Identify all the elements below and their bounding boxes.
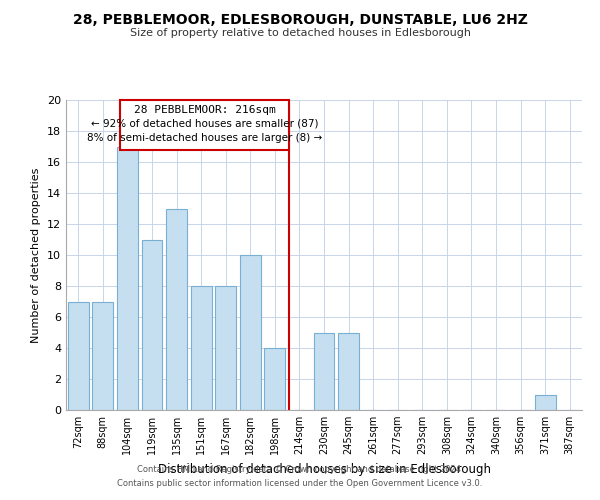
- X-axis label: Distribution of detached houses by size in Edlesborough: Distribution of detached houses by size …: [157, 462, 491, 475]
- Bar: [215, 286, 236, 410]
- Text: Contains HM Land Registry data © Crown copyright and database right 2024.
Contai: Contains HM Land Registry data © Crown c…: [118, 466, 482, 487]
- Bar: [68, 302, 89, 410]
- Bar: [535, 394, 556, 410]
- Bar: [142, 240, 163, 410]
- Bar: [338, 332, 359, 410]
- FancyBboxPatch shape: [120, 100, 289, 150]
- Bar: [191, 286, 212, 410]
- Bar: [265, 348, 286, 410]
- Text: Size of property relative to detached houses in Edlesborough: Size of property relative to detached ho…: [130, 28, 470, 38]
- Bar: [240, 255, 261, 410]
- Text: 28, PEBBLEMOOR, EDLESBOROUGH, DUNSTABLE, LU6 2HZ: 28, PEBBLEMOOR, EDLESBOROUGH, DUNSTABLE,…: [73, 12, 527, 26]
- Bar: [92, 302, 113, 410]
- Text: ← 92% of detached houses are smaller (87): ← 92% of detached houses are smaller (87…: [91, 118, 318, 128]
- Bar: [166, 208, 187, 410]
- Text: 28 PEBBLEMOOR: 216sqm: 28 PEBBLEMOOR: 216sqm: [134, 104, 275, 115]
- Text: 8% of semi-detached houses are larger (8) →: 8% of semi-detached houses are larger (8…: [87, 132, 322, 142]
- Y-axis label: Number of detached properties: Number of detached properties: [31, 168, 41, 342]
- Bar: [314, 332, 334, 410]
- Bar: [117, 146, 138, 410]
